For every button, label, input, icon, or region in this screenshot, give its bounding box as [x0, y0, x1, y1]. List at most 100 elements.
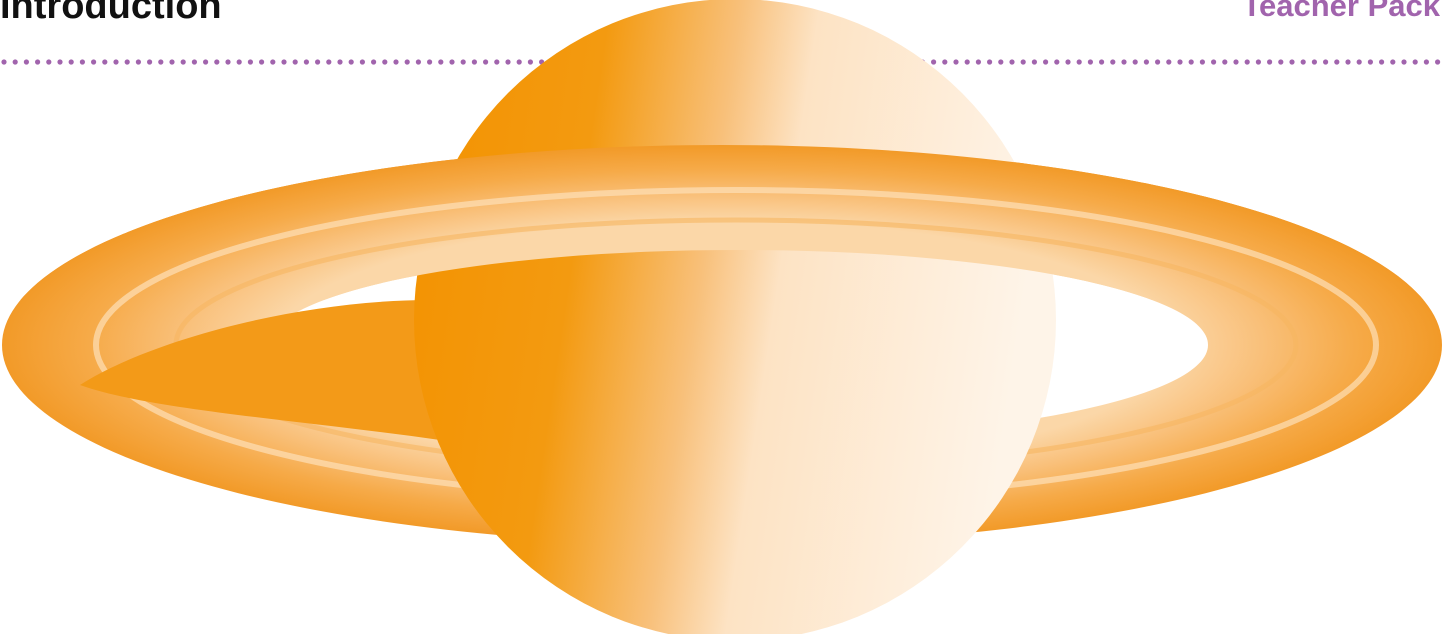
divider-dot	[1390, 59, 1396, 65]
divider-dot	[1, 59, 7, 65]
divider-dot	[1188, 59, 1194, 65]
divider-dot	[1031, 59, 1037, 65]
divider-dot	[169, 59, 175, 65]
divider-dot	[270, 59, 276, 65]
divider-dot	[1099, 59, 1105, 65]
divider-dot	[1076, 59, 1082, 65]
divider-dot	[1065, 59, 1071, 65]
divider-dot	[292, 59, 298, 65]
divider-dot	[326, 59, 332, 65]
divider-dot	[191, 59, 197, 65]
divider-dot	[1222, 59, 1228, 65]
divider-dot	[337, 59, 343, 65]
divider-dot	[1087, 59, 1093, 65]
divider-dot	[315, 59, 321, 65]
divider-dot	[147, 59, 153, 65]
divider-dot	[1323, 59, 1329, 65]
divider-dot	[1199, 59, 1205, 65]
divider-dot	[1009, 59, 1015, 65]
divider-dot	[214, 59, 220, 65]
divider-dot	[158, 59, 164, 65]
divider-dot	[427, 59, 433, 65]
divider-dot	[359, 59, 365, 65]
divider-dot	[1211, 59, 1217, 65]
divider-dot	[348, 59, 354, 65]
divider-dot	[1233, 59, 1239, 65]
divider-dot	[438, 59, 444, 65]
divider-dot	[68, 59, 74, 65]
divider-dot	[1020, 59, 1026, 65]
divider-dot	[1110, 59, 1116, 65]
divider-dot	[91, 59, 97, 65]
divider-dot	[931, 59, 937, 65]
divider-dot	[483, 59, 489, 65]
divider-dot	[1177, 59, 1183, 65]
divider-dot	[382, 59, 388, 65]
divider-dot	[247, 59, 253, 65]
divider-dot	[225, 59, 231, 65]
divider-dot	[135, 59, 141, 65]
divider-dot	[1311, 59, 1317, 65]
page-title: Introduction	[0, 0, 222, 27]
divider-dot	[1379, 59, 1385, 65]
divider-dot	[124, 59, 130, 65]
divider-dot	[102, 59, 108, 65]
divider-dot	[527, 59, 534, 65]
divider-dot	[1334, 59, 1340, 65]
divider-dot	[415, 59, 421, 65]
divider-dot	[57, 59, 63, 65]
divider-dot	[79, 59, 85, 65]
divider-dot	[203, 59, 209, 65]
divider-dot	[1401, 59, 1407, 65]
divider-dot	[1166, 59, 1172, 65]
divider-dot	[1289, 59, 1295, 65]
divider-dot	[998, 59, 1004, 65]
divider-dot	[1367, 59, 1373, 65]
planet	[414, 0, 1056, 634]
divider-dot	[1267, 59, 1273, 65]
pack-label: Teacher Pack	[1242, 0, 1440, 23]
divider-dot	[449, 59, 455, 65]
divider-dot	[1345, 59, 1351, 65]
divider-dot	[1356, 59, 1362, 65]
divider-dot	[1278, 59, 1284, 65]
divider-dot	[953, 59, 959, 65]
divider-dot	[471, 59, 477, 65]
divider-dot	[303, 59, 309, 65]
divider-dot	[1054, 59, 1060, 65]
divider-dot	[23, 59, 29, 65]
divider-dot	[494, 59, 500, 65]
divider-dot	[371, 59, 377, 65]
divider-dot	[113, 59, 119, 65]
divider-dot	[1143, 59, 1149, 65]
divider-dot	[1300, 59, 1306, 65]
divider-dot	[281, 59, 287, 65]
divider-dot	[180, 59, 186, 65]
divider-dot	[35, 59, 41, 65]
divider-dot	[259, 59, 265, 65]
divider-dot	[1121, 59, 1127, 65]
divider-dot	[505, 59, 511, 65]
divider-dot	[12, 59, 18, 65]
divider-dot	[460, 59, 466, 65]
divider-dot	[942, 59, 948, 65]
divider-dot	[1255, 59, 1261, 65]
divider-dot	[964, 59, 970, 65]
divider-dot	[46, 59, 52, 65]
divider-dot	[1244, 59, 1250, 65]
divider-dot	[987, 59, 993, 65]
divider-dot	[1043, 59, 1049, 65]
divider-dot	[404, 59, 410, 65]
divider-dot	[975, 59, 982, 65]
ring-shadow	[80, 300, 440, 440]
divider-dot	[1435, 59, 1441, 65]
divider-dot	[1412, 59, 1418, 65]
divider-dot	[236, 59, 242, 65]
divider-dot	[1155, 59, 1161, 65]
divider-dot	[1423, 59, 1429, 65]
divider-dot	[1132, 59, 1138, 65]
divider-dot	[393, 59, 399, 65]
